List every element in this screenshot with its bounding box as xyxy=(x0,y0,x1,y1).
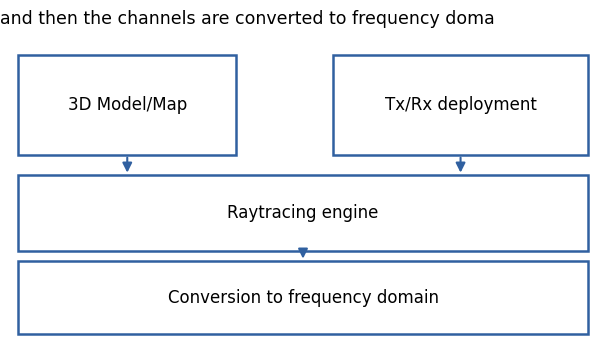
FancyBboxPatch shape xyxy=(18,175,588,251)
Text: and then the channels are converted to frequency doma: and then the channels are converted to f… xyxy=(0,10,494,28)
FancyBboxPatch shape xyxy=(18,55,236,155)
FancyBboxPatch shape xyxy=(333,55,588,155)
FancyBboxPatch shape xyxy=(18,261,588,334)
Text: Raytracing engine: Raytracing engine xyxy=(227,204,379,222)
Text: Tx/Rx deployment: Tx/Rx deployment xyxy=(385,96,536,114)
Text: 3D Model/Map: 3D Model/Map xyxy=(68,96,187,114)
Text: Conversion to frequency domain: Conversion to frequency domain xyxy=(167,289,439,307)
